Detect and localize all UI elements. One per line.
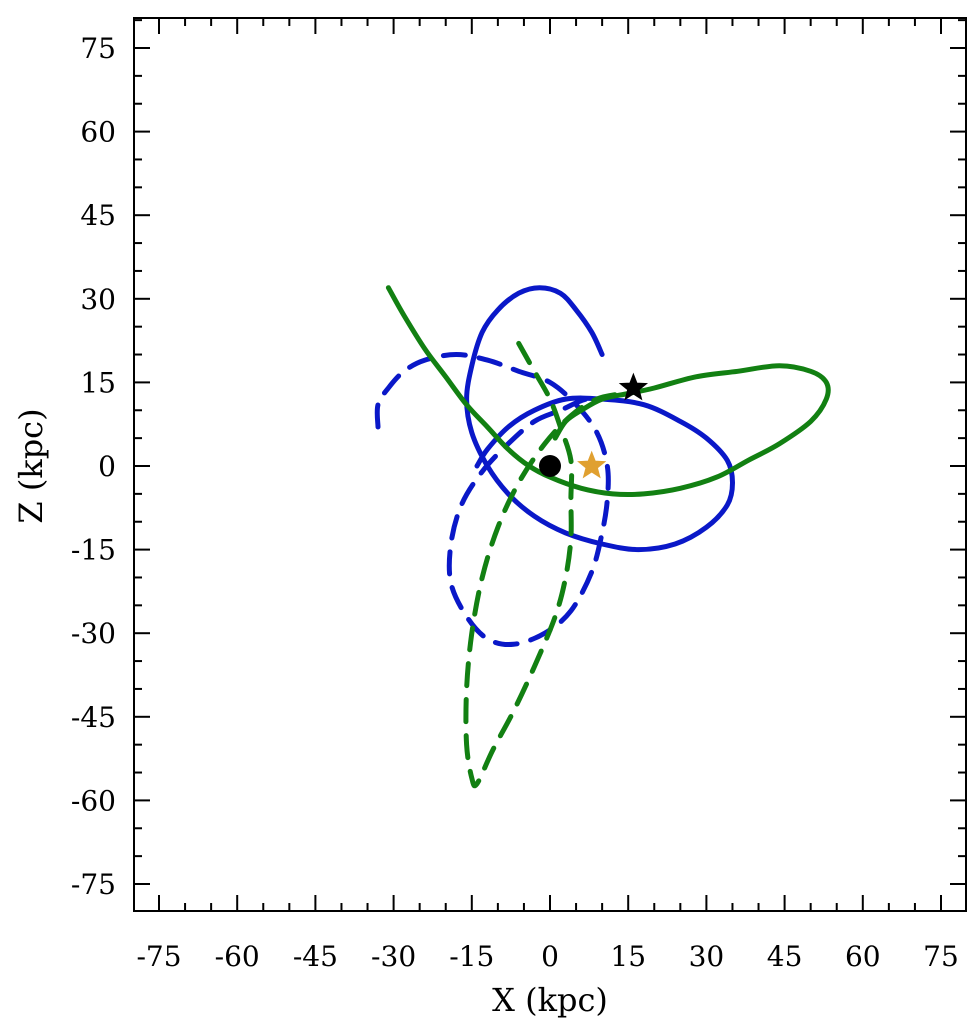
x-axis-label: X (kpc) xyxy=(492,981,608,1019)
orbit-blue-dashed-line xyxy=(374,352,616,648)
plot-markers-group xyxy=(539,372,649,479)
y-tick-label: -60 xyxy=(71,784,116,817)
y-tick-label: -15 xyxy=(71,534,116,567)
x-tick-label: -75 xyxy=(136,940,181,973)
x-tick-label: -45 xyxy=(293,940,338,973)
plot-series-group xyxy=(374,285,831,789)
x-tick-label: 45 xyxy=(767,940,803,973)
x-tick-labels: -75 -60 -45 -30 -15 0 15 30 45 60 75 xyxy=(136,940,958,973)
gold-star-marker xyxy=(577,450,607,479)
orbit-green-dashed-line xyxy=(463,340,626,789)
y-tick-label: -45 xyxy=(71,701,116,734)
y-tick-label: 15 xyxy=(80,366,116,399)
orbit-green-solid-line xyxy=(385,285,831,498)
y-tick-label: 30 xyxy=(80,283,116,316)
y-tick-labels: -75 -60 -45 -30 -15 0 15 30 45 60 75 xyxy=(71,32,116,901)
x-tick-label: -15 xyxy=(449,940,494,973)
black-star-marker xyxy=(618,372,649,401)
x-tick-label: -60 xyxy=(215,940,260,973)
x-tick-label: 30 xyxy=(689,940,725,973)
y-tick-label: -75 xyxy=(71,868,116,901)
x-tick-label: 75 xyxy=(923,940,959,973)
galactic-center-marker xyxy=(539,455,561,477)
y-tick-label: 60 xyxy=(80,116,116,149)
y-axis-label: Z (kpc) xyxy=(12,408,50,523)
y-tick-label: -30 xyxy=(71,617,116,650)
x-tick-label: -30 xyxy=(371,940,416,973)
axis-ticks-group xyxy=(134,18,966,911)
x-tick-label: 15 xyxy=(610,940,646,973)
y-tick-label: 75 xyxy=(80,32,116,65)
y-tick-label: 45 xyxy=(80,199,116,232)
x-tick-label: 60 xyxy=(845,940,881,973)
y-tick-label: 0 xyxy=(98,450,116,483)
x-tick-label: 0 xyxy=(541,940,559,973)
